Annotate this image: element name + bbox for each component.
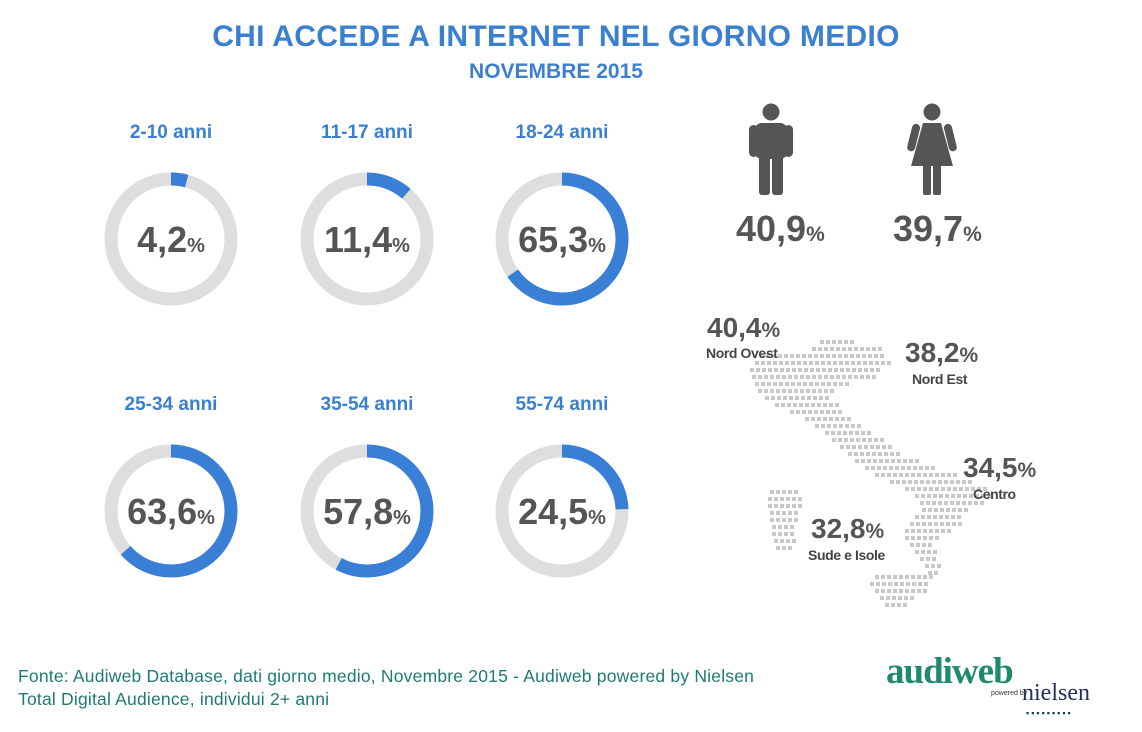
donut-value-label: 24,5% [518,491,606,532]
age-donut: 65,3% [495,172,629,306]
audiweb-nielsen-logo: audiweb powered by nielsen ▪▪▪▪▪▪▪▪▪ [886,650,1116,718]
audiweb-logo-text: audiweb [886,651,1014,692]
donut-value-arc [104,444,238,578]
male-unit: % [806,223,825,246]
donut-value-unit: % [187,235,205,257]
donut-value-unit: % [393,507,411,529]
region-sud-isole-value: 32,8% [811,513,884,545]
source-line-1: Fonte: Audiweb Database, dati giorno med… [18,666,755,686]
donut-value-unit: % [588,507,606,529]
donut-value-unit: % [197,507,215,529]
donut-value-arc [300,172,434,306]
centro-unit: % [1017,459,1037,482]
donut-value-unit: % [588,235,606,257]
region-nord-ovest-value: 40,4% [707,312,780,344]
donut-value-number: 4,2 [137,219,187,260]
donut-value-number: 11,4 [324,219,392,260]
age-donut: 24,5% [495,444,629,578]
age-donut: 57,8% [300,444,434,578]
age-group-label: 25-34 anni [124,394,218,415]
region-sud-isole-label: Sude e Isole [808,547,885,563]
donut-value-label: 63,6% [127,491,215,532]
nord-ovest-number: 40,4 [707,312,762,343]
age-group-label: 11-17 anni [321,122,413,143]
nielsen-logo-text: nielsen [1022,680,1090,706]
sud-isole-unit: % [865,520,885,543]
age-group-label: 18-24 anni [515,122,609,143]
powered-by-text: powered by [991,690,1028,697]
donut-value-number: 57,8 [323,491,393,532]
male-person-icon [749,103,793,195]
page-subtitle: NOVEMBRE 2015 [469,60,643,83]
age-group-label: 35-54 anni [320,394,414,415]
donut-value-number: 65,3 [518,219,588,260]
female-value: 39,7 [893,208,964,249]
donut-value-label: 4,2% [137,219,205,260]
region-centro-label: Centro [973,486,1016,502]
source-line-2: Total Digital Audience, individui 2+ ann… [18,689,330,709]
age-donut: 63,6% [104,444,238,578]
region-nord-est-value: 38,2% [905,337,978,369]
donut-value-arc [495,172,629,306]
age-group-label: 2-10 anni [129,122,213,143]
donut-value-label: 57,8% [323,491,411,532]
female-unit: % [963,223,982,246]
female-percentage: 39,7% [893,208,982,250]
donut-value-number: 63,6 [127,491,197,532]
age-donut: 4,2% [104,172,238,306]
age-group-label: 55-74 anni [515,394,609,415]
donut-value-arc [495,444,629,578]
source-note: Fonte: Audiweb Database, dati giorno med… [18,665,868,711]
female-person-icon [907,103,957,195]
region-centro-value: 34,5% [963,452,1036,484]
nielsen-dots-icon: ▪▪▪▪▪▪▪▪▪ [1026,708,1073,718]
male-percentage: 40,9% [736,208,825,250]
age-donut: 11,4% [300,172,434,306]
region-nord-ovest-label: Nord Ovest [706,345,778,361]
nord-est-unit: % [959,344,979,367]
italy-dotted-map-icon [750,340,991,607]
donut-value-arc [300,444,434,578]
centro-number: 34,5 [963,452,1018,483]
page-title: CHI ACCEDE A INTERNET NEL GIORNO MEDIO [212,20,900,53]
donut-value-arc [104,172,238,306]
donut-value-unit: % [392,235,410,257]
region-nord-est-label: Nord Est [912,371,968,387]
nord-ovest-unit: % [761,319,781,342]
nord-est-number: 38,2 [905,337,960,368]
donut-value-label: 11,4% [324,219,410,260]
sud-isole-number: 32,8 [811,513,866,544]
donut-value-label: 65,3% [518,219,606,260]
male-value: 40,9 [736,208,807,249]
donut-value-number: 24,5 [518,491,588,532]
